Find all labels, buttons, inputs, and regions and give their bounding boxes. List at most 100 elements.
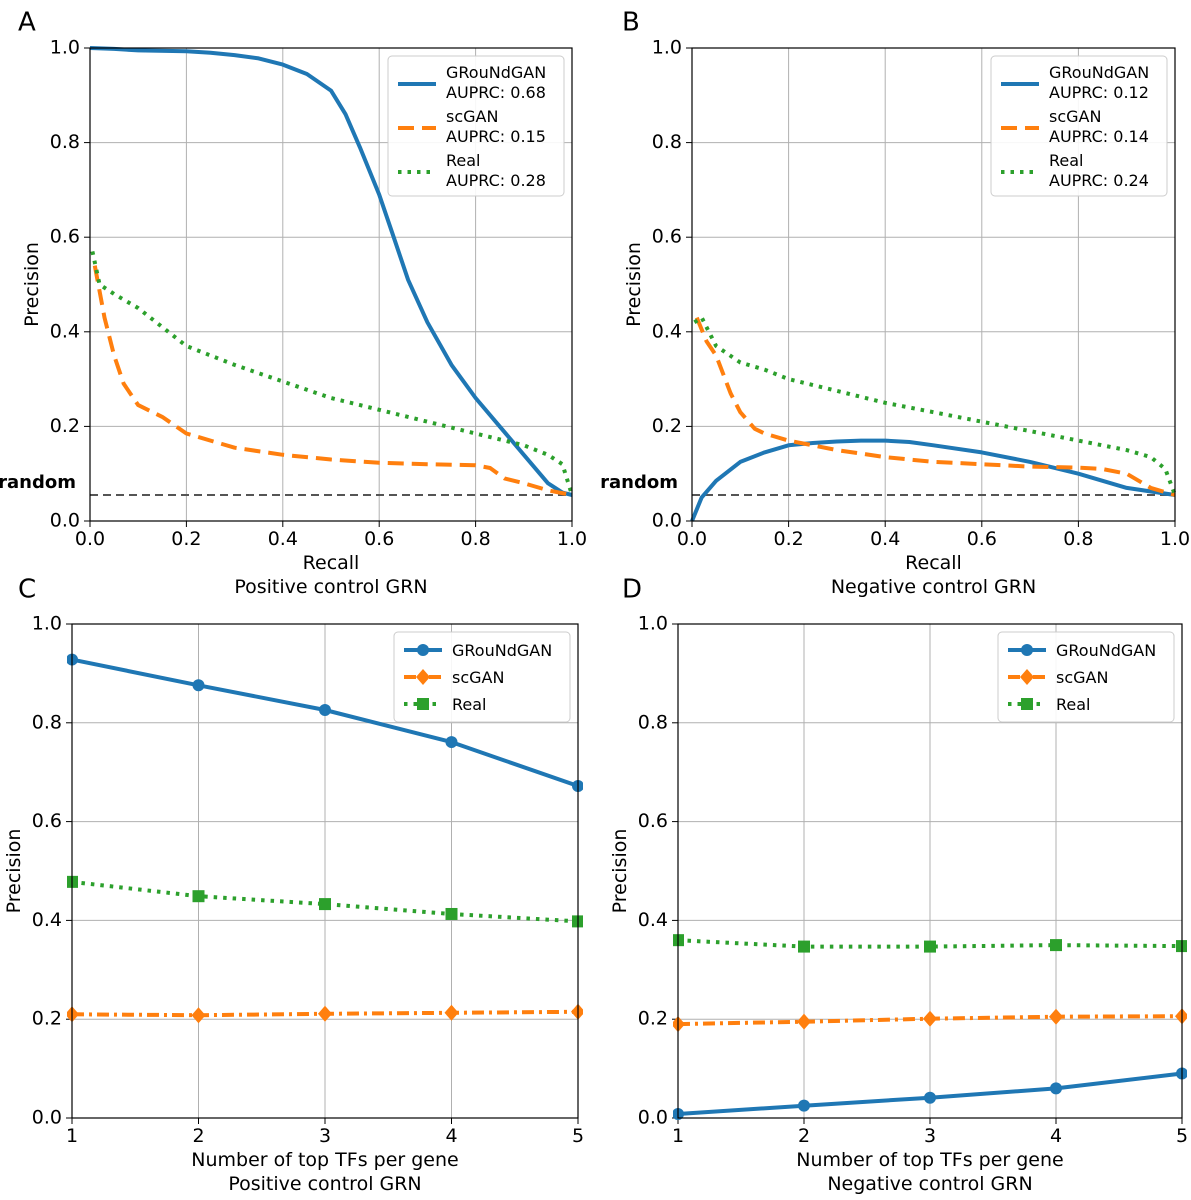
panel-subtitle: Positive control GRN (228, 1173, 421, 1195)
legend-label-real: Real (1049, 151, 1084, 170)
panel-d: D 1 2 3 4 5 0.0 0.2 0.4 0.6 0.8 1.0 Number of top TF… (609, 575, 1188, 1196)
series-line-groundgan (690, 438, 1176, 522)
panel-c: C 1 2 3 4 5 0.0 0.2 0.4 0.6 0.8 1.0 Number of top TF… (3, 575, 584, 1196)
plot-area (690, 315, 1177, 522)
x-axis-label: Recall (303, 552, 360, 574)
marker-scgan (571, 1003, 583, 1020)
legend-box (387, 55, 565, 197)
panel-label: B (622, 8, 640, 38)
panel-a: A 0.0 0.2 0.4 0.6 0.8 1.0 0.0 0.2 0.4 0.6 0.8 1.0 Rec… (0, 8, 587, 599)
x-tick-label: 0.4 (268, 528, 298, 550)
y-tick-label: 0.8 (50, 131, 80, 153)
marker-groundgan (1050, 1082, 1062, 1095)
x-tick-label: 0.2 (171, 528, 201, 550)
y-tick-label: 0.6 (652, 226, 682, 248)
legend-marker-groundgan (417, 644, 429, 656)
legend-label-real: Real (446, 151, 481, 170)
x-tick-label: 1.0 (1160, 528, 1190, 550)
x-tick-label: 1.0 (557, 528, 587, 550)
x-tick-label: 0.6 (364, 528, 394, 550)
y-tick-label: 0.4 (638, 909, 668, 931)
legend-label-groundgan: GRouNdGAN (1049, 63, 1149, 82)
legend-auprc-groundgan: AUPRC: 0.12 (1049, 83, 1149, 102)
random-label: random (600, 472, 678, 493)
marker-scgan (797, 1013, 811, 1030)
marker-scgan (67, 1006, 79, 1023)
legend-auprc-groundgan: AUPRC: 0.68 (446, 83, 546, 102)
legend-marker-groundgan (1021, 644, 1033, 656)
marker-groundgan (192, 679, 205, 692)
legend: GRouNdGAN scGAN Real (997, 631, 1175, 723)
x-tick-label: 3 (924, 1125, 936, 1147)
panel-subtitle: Negative control GRN (827, 1173, 1032, 1195)
x-tick-label: 4 (1050, 1125, 1062, 1147)
legend-marker-scgan (416, 669, 430, 685)
marker-real (445, 907, 458, 920)
axes-frame (71, 623, 579, 1119)
legend-label-scgan: scGAN (1056, 668, 1108, 687)
x-tick-label: 4 (445, 1125, 457, 1147)
series-line-groundgan (89, 46, 573, 497)
y-tick-label: 0.6 (32, 810, 62, 832)
marker-scgan (1049, 1008, 1063, 1025)
y-axis-label: Precision (623, 242, 645, 327)
legend-auprc-scgan: AUPRC: 0.14 (1049, 127, 1149, 146)
legend-label-real: Real (1056, 695, 1091, 714)
axes-frame (691, 47, 1176, 522)
legend-marker-scgan (1020, 669, 1034, 685)
marker-scgan (923, 1010, 937, 1027)
marker-scgan (318, 1005, 332, 1022)
marker-scgan (1175, 1008, 1187, 1025)
marker-real (319, 898, 331, 911)
marker-scgan (191, 1007, 206, 1024)
x-tick-label: 1 (672, 1125, 684, 1147)
y-tick-label: 1.0 (50, 37, 80, 59)
y-tick-label: 1.0 (652, 37, 682, 59)
y-tick-label: 0.6 (50, 226, 80, 248)
x-tick-label: 0.0 (75, 528, 105, 550)
legend-box (997, 631, 1175, 723)
x-tick-label: 0.0 (677, 528, 707, 550)
legend-auprc-real: AUPRC: 0.24 (1049, 171, 1149, 190)
axes-frame (89, 47, 573, 522)
panel-subtitle: Negative control GRN (831, 576, 1036, 598)
x-tick-label: 0.2 (773, 528, 803, 550)
x-tick-label: 5 (572, 1125, 584, 1147)
marker-groundgan (924, 1091, 936, 1104)
y-tick-label: 0.0 (638, 1107, 668, 1129)
y-axis-label: Precision (609, 829, 631, 914)
legend-label-groundgan: GRouNdGAN (1056, 641, 1156, 660)
axes-frame (677, 623, 1183, 1119)
y-axis-label: Precision (21, 242, 43, 327)
marker-groundgan (319, 703, 331, 716)
legend-label-real: Real (452, 695, 487, 714)
legend-marker-real (1021, 698, 1033, 710)
y-tick-label: 0.0 (50, 510, 80, 532)
x-tick-label: 3 (319, 1125, 331, 1147)
y-tick-label: 0.2 (50, 415, 80, 437)
legend-label-groundgan: GRouNdGAN (446, 63, 546, 82)
legend-marker-real (417, 698, 429, 710)
series-line-real (693, 315, 1177, 496)
x-axis-label: Number of top TFs per gene (191, 1149, 458, 1171)
y-tick-label: 1.0 (638, 613, 668, 635)
marker-scgan (673, 1016, 685, 1033)
y-tick-label: 0.4 (652, 320, 682, 342)
marker-real (1050, 939, 1062, 952)
x-tick-label: 0.4 (870, 528, 900, 550)
legend-label-scgan: scGAN (446, 107, 498, 126)
random-label: random (0, 472, 76, 493)
y-tick-label: 0.0 (32, 1107, 62, 1129)
legend-auprc-real: AUPRC: 0.28 (446, 171, 546, 190)
y-tick-label: 0.4 (32, 909, 62, 931)
y-tick-label: 0.2 (652, 415, 682, 437)
x-tick-label: 0.8 (460, 528, 490, 550)
x-tick-label: 1 (66, 1125, 78, 1147)
y-tick-label: 0.6 (638, 810, 668, 832)
panel-label: A (18, 8, 36, 38)
x-tick-label: 5 (1176, 1125, 1188, 1147)
panel-subtitle: Positive control GRN (234, 576, 427, 598)
